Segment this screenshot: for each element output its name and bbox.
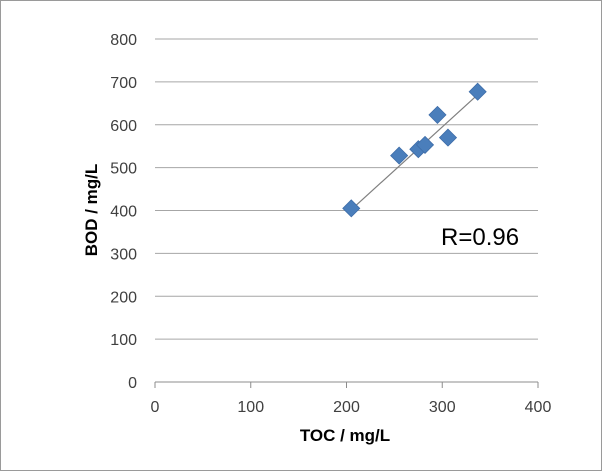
y-tick-label: 400 bbox=[110, 204, 137, 221]
data-point bbox=[415, 135, 435, 154]
x-tick-label: 0 bbox=[151, 399, 160, 416]
data-point bbox=[438, 128, 458, 147]
x-tick-label: 100 bbox=[237, 399, 264, 416]
y-tick-label: 700 bbox=[110, 75, 137, 92]
axes bbox=[154, 381, 539, 388]
data-points bbox=[342, 82, 487, 218]
data-point bbox=[342, 199, 361, 218]
x-tick-labels: 0 100 200 300 400 bbox=[151, 399, 552, 416]
y-axis-title: BOD / mg/L bbox=[82, 164, 101, 257]
y-tick-label: 200 bbox=[110, 289, 137, 306]
gridlines bbox=[155, 38, 538, 340]
data-point bbox=[390, 146, 409, 165]
x-tick-label: 200 bbox=[333, 399, 360, 416]
data-point bbox=[468, 82, 487, 101]
y-tick-labels: 0 100 200 300 400 500 600 700 800 bbox=[110, 32, 137, 392]
y-tick-label: 800 bbox=[110, 32, 137, 49]
y-tick-label: 500 bbox=[110, 161, 137, 178]
x-axis-title: TOC / mg/L bbox=[300, 426, 390, 445]
correlation-annotation: R=0.96 bbox=[441, 224, 519, 251]
x-tick-label: 300 bbox=[429, 399, 456, 416]
data-point bbox=[428, 105, 447, 124]
y-tick-label: 100 bbox=[110, 332, 137, 349]
y-tick-label: 600 bbox=[110, 118, 137, 135]
x-tick-label: 400 bbox=[525, 399, 552, 416]
y-tick-label: 0 bbox=[128, 375, 137, 392]
y-tick-label: 300 bbox=[110, 246, 137, 263]
